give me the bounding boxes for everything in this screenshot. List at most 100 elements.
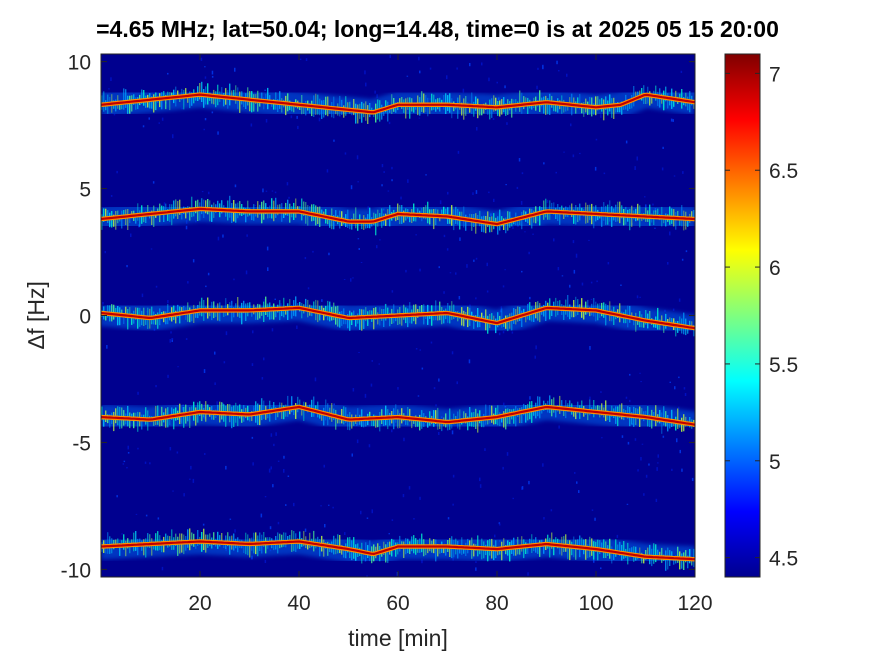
trace-speckle [237, 297, 239, 317]
noise-speckle [557, 267, 560, 271]
trace-speckle [387, 542, 389, 563]
trace-speckle [665, 550, 667, 571]
noise-speckle [381, 184, 383, 187]
trace-speckle [417, 208, 419, 217]
trace-speckle [401, 313, 403, 326]
noise-speckle [126, 467, 128, 469]
trace-speckle [421, 305, 423, 317]
trace-speckle [435, 300, 437, 321]
noise-speckle [245, 270, 248, 275]
noise-speckle [555, 171, 557, 174]
noise-speckle [283, 455, 285, 459]
trace-speckle [361, 221, 363, 230]
trace-speckle [191, 196, 193, 218]
trace-speckle [469, 104, 471, 113]
trace-speckle [333, 302, 335, 321]
noise-speckle [683, 387, 686, 390]
noise-speckle [449, 272, 452, 274]
trace-speckle [359, 214, 361, 224]
noise-speckle [167, 300, 169, 304]
trace-speckle [393, 539, 395, 549]
trace-speckle [559, 207, 561, 225]
noise-speckle [419, 349, 421, 351]
noise-speckle [682, 171, 684, 174]
trace-speckle [587, 409, 589, 421]
noise-speckle [504, 269, 506, 271]
trace-speckle [665, 86, 667, 102]
trace-speckle [545, 198, 547, 218]
noise-speckle [204, 118, 207, 121]
trace-speckle [217, 404, 219, 416]
noise-speckle [155, 285, 158, 288]
trace-speckle [139, 538, 141, 546]
trace-speckle [175, 533, 177, 546]
trace-speckle [567, 295, 569, 317]
trace-speckle [143, 214, 145, 223]
trace-speckle [519, 216, 521, 226]
trace-speckle [205, 200, 207, 214]
noise-speckle [629, 373, 631, 376]
trace-speckle [171, 204, 173, 226]
trace-speckle [143, 539, 145, 556]
trace-speckle [339, 416, 341, 424]
noise-speckle [581, 282, 584, 286]
trace-speckle [629, 208, 631, 231]
trace-line [101, 93, 695, 114]
trace-speckle [551, 202, 553, 213]
trace-speckle [335, 409, 337, 430]
noise-speckle [223, 361, 226, 364]
noise-speckle [169, 339, 171, 343]
trace-speckle [101, 406, 103, 421]
noise-speckle [481, 62, 483, 66]
trace-speckle [257, 535, 259, 557]
noise-speckle [499, 523, 501, 526]
noise-speckle [208, 191, 210, 195]
trace-speckle [117, 538, 119, 548]
trace-speckle [331, 403, 333, 422]
trace-speckle [171, 407, 173, 420]
noise-speckle [185, 338, 188, 340]
trace-speckle [579, 93, 581, 110]
trace-speckle [311, 100, 313, 117]
trace-speckle [193, 207, 195, 217]
noise-speckle [378, 363, 380, 365]
trace-speckle [187, 413, 189, 422]
trace-speckle [679, 217, 681, 226]
noise-speckle [270, 433, 273, 437]
trace-speckle [629, 305, 631, 323]
noise-speckle [358, 352, 360, 353]
trace-speckle [141, 414, 143, 430]
trace-speckle [475, 213, 477, 234]
trace-speckle [525, 97, 527, 105]
noise-speckle [520, 201, 523, 205]
trace-speckle [283, 532, 285, 547]
trace-speckle [183, 406, 185, 428]
trace-speckle [683, 312, 685, 335]
trace-speckle [463, 98, 465, 120]
noise-speckle [405, 269, 407, 273]
trace-speckle [277, 409, 279, 418]
noise-speckle [214, 382, 216, 385]
trace-speckle [129, 215, 131, 223]
noise-speckle [542, 463, 544, 467]
noise-speckle [486, 290, 489, 293]
trace-speckle [555, 406, 557, 418]
trace-4 [101, 393, 695, 438]
trace-speckle [133, 532, 135, 552]
trace-speckle [529, 538, 531, 548]
trace-speckle [123, 314, 125, 324]
trace-speckle [345, 407, 347, 423]
trace-speckle [587, 299, 589, 315]
trace-speckle [215, 91, 217, 108]
noise-speckle [116, 170, 118, 174]
trace-speckle [643, 319, 645, 328]
noise-speckle [333, 139, 335, 142]
trace-speckle [665, 213, 667, 227]
trace-speckle [435, 410, 437, 424]
trace-speckle [425, 205, 427, 220]
noise-speckle [217, 131, 219, 135]
data-traces [101, 81, 695, 573]
trace-speckle [347, 102, 349, 111]
trace-speckle [633, 317, 635, 326]
trace-speckle [103, 208, 105, 222]
